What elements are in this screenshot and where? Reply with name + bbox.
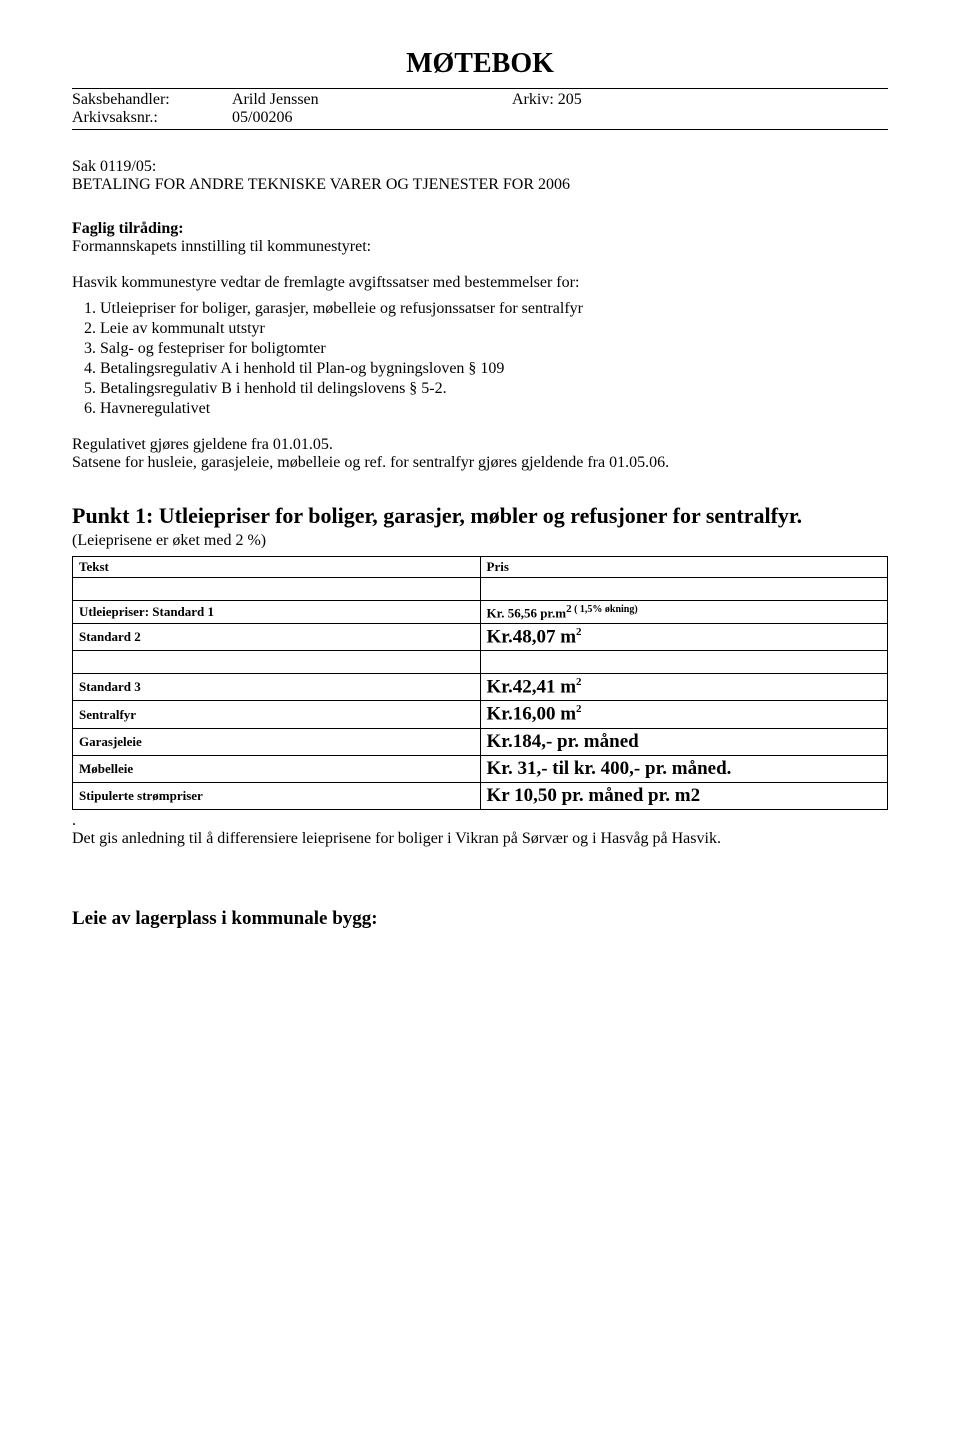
faglig-intro: Hasvik kommunestyre vedtar de fremlagte …: [72, 274, 888, 292]
th-pris: Pris: [480, 556, 888, 577]
table-spacer-row: [73, 651, 888, 674]
list-item: Salg- og festepriser for boligtomter: [100, 340, 888, 358]
cell-tekst: Utleiepriser: Standard 1: [73, 600, 481, 623]
table-row: Garasjeleie Kr.184,- pr. måned: [73, 728, 888, 755]
faglig-list: Utleiepriser for boliger, garasjer, møbe…: [72, 300, 888, 418]
faglig-after1: Regulativet gjøres gjeldene fra 01.01.05…: [72, 436, 888, 454]
punkt1-title: Punkt 1: Utleiepriser for boliger, garas…: [72, 502, 888, 530]
list-item: Utleiepriser for boliger, garasjer, møbe…: [100, 300, 888, 318]
faglig-after2: Satsene for husleie, garasjeleie, møbell…: [72, 454, 888, 472]
list-item: Betalingsregulativ A i henhold til Plan-…: [100, 360, 888, 378]
meta-row-1: Saksbehandler: Arild Jenssen Arkiv: 205: [72, 91, 888, 109]
cell-tekst: Sentralfyr: [73, 701, 481, 728]
meta-val-arkiv: Arkiv: 205: [512, 91, 582, 109]
sak-block: Sak 0119/05: BETALING FOR ANDRE TEKNISKE…: [72, 158, 888, 194]
punkt1-sub: (Leieprisene er øket med 2 %): [72, 532, 888, 550]
price-table: Tekst Pris Utleiepriser: Standard 1 Kr. …: [72, 556, 888, 810]
cell-pris: Kr.16,00 m2: [480, 701, 888, 728]
meta-val-saksbehandler: Arild Jenssen: [232, 91, 512, 109]
meta-row-2: Arkivsaksnr.: 05/00206: [72, 109, 888, 127]
meta-block: Saksbehandler: Arild Jenssen Arkiv: 205 …: [72, 91, 888, 127]
table-row: Møbelleie Kr. 31,- til kr. 400,- pr. mån…: [73, 755, 888, 782]
cell-pris: Kr. 31,- til kr. 400,- pr. måned.: [480, 755, 888, 782]
after-table-block: . Det gis anledning til å differensiere …: [72, 812, 888, 848]
table-spacer-row: [73, 577, 888, 600]
rule-bottom: [72, 129, 888, 130]
table-header-row: Tekst Pris: [73, 556, 888, 577]
cell-tekst: Stipulerte strømpriser: [73, 782, 481, 809]
table-row: Standard 3 Kr.42,41 m2: [73, 674, 888, 701]
list-item: Havneregulativet: [100, 400, 888, 418]
th-tekst: Tekst: [73, 556, 481, 577]
cell-pris: Kr. 56,56 pr.m2 ( 1,5% økning): [480, 600, 888, 623]
cell-tekst: Møbelleie: [73, 755, 481, 782]
rule-top: [72, 88, 888, 89]
table-row: Stipulerte strømpriser Kr 10,50 pr. måne…: [73, 782, 888, 809]
list-item: Leie av kommunalt utstyr: [100, 320, 888, 338]
cell-pris: Kr.42,41 m2: [480, 674, 888, 701]
cell-tekst: Standard 3: [73, 674, 481, 701]
faglig-heading: Faglig tilråding:: [72, 220, 888, 238]
cell-tekst: Garasjeleie: [73, 728, 481, 755]
after-text: Det gis anledning til å differensiere le…: [72, 830, 721, 847]
meta-label-saksbehandler: Saksbehandler:: [72, 91, 232, 109]
bottom-heading: Leie av lagerplass i kommunale bygg:: [72, 908, 888, 930]
cell-pris: Kr.184,- pr. måned: [480, 728, 888, 755]
doc-title: MØTEBOK: [72, 48, 888, 80]
table-row: Utleiepriser: Standard 1 Kr. 56,56 pr.m2…: [73, 600, 888, 623]
meta-label-arkivsaksnr: Arkivsaksnr.:: [72, 109, 232, 127]
cell-pris: Kr 10,50 pr. måned pr. m2: [480, 782, 888, 809]
faglig-sub: Formannskapets innstilling til kommunest…: [72, 238, 888, 256]
meta-val-arkivsaksnr: 05/00206: [232, 109, 512, 127]
after-dot: .: [72, 812, 76, 829]
table-row: Standard 2 Kr.48,07 m2: [73, 623, 888, 650]
table-row: Sentralfyr Kr.16,00 m2: [73, 701, 888, 728]
list-item: Betalingsregulativ B i henhold til delin…: [100, 380, 888, 398]
cell-tekst: Standard 2: [73, 623, 481, 650]
cell-pris: Kr.48,07 m2: [480, 623, 888, 650]
sak-title: BETALING FOR ANDRE TEKNISKE VARER OG TJE…: [72, 176, 888, 194]
sak-number: Sak 0119/05:: [72, 158, 888, 176]
faglig-block: Faglig tilråding: Formannskapets innstil…: [72, 220, 888, 472]
